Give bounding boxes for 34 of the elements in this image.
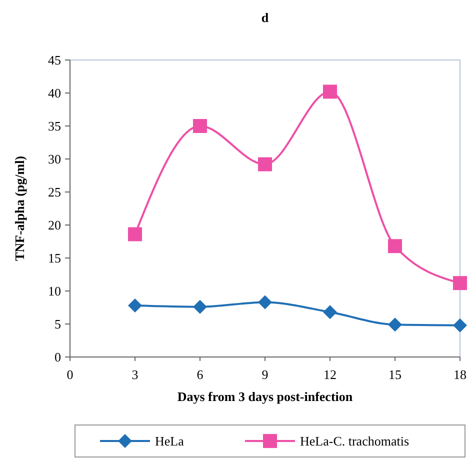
legend-label: HeLa: [155, 434, 184, 449]
point: [388, 318, 402, 332]
y-tick-label: 5: [54, 316, 61, 332]
point: [258, 295, 272, 310]
x-tick-label: 0: [66, 367, 74, 382]
point: [258, 157, 272, 172]
point: [388, 239, 402, 254]
y-tick-label: 15: [48, 250, 61, 266]
point: [193, 119, 207, 133]
point: [453, 318, 467, 332]
legend-label: HeLa-C. trachomatis: [300, 434, 410, 449]
point: [323, 84, 337, 99]
y-tick-label: 40: [48, 86, 61, 101]
y-tick-label: 45: [48, 52, 61, 68]
y-tick-label: 20: [48, 218, 61, 233]
y-tick-label: 30: [48, 152, 61, 167]
y-axis-title: TNF-alpha (pg/ml): [12, 156, 27, 262]
y-tick-label: 0: [54, 350, 61, 365]
point: [128, 298, 142, 313]
x-tick-label: 3: [132, 367, 138, 382]
x-axis-title: Days from 3 days post-infection: [177, 389, 354, 404]
chart-title: d: [261, 10, 270, 25]
x-tick-label: 18: [454, 367, 466, 382]
point: [323, 305, 337, 320]
x-tick-label: 15: [388, 367, 402, 382]
y-tick-label: 25: [48, 184, 61, 200]
x-tick-label: 6: [196, 367, 204, 382]
point: [193, 300, 207, 314]
x-tick-label: 12: [324, 367, 336, 382]
x-tick-label: 9: [262, 367, 268, 382]
point: [453, 276, 467, 290]
point: [128, 227, 142, 242]
y-tick-label: 10: [48, 284, 61, 299]
y-tick-label: 35: [48, 118, 61, 134]
